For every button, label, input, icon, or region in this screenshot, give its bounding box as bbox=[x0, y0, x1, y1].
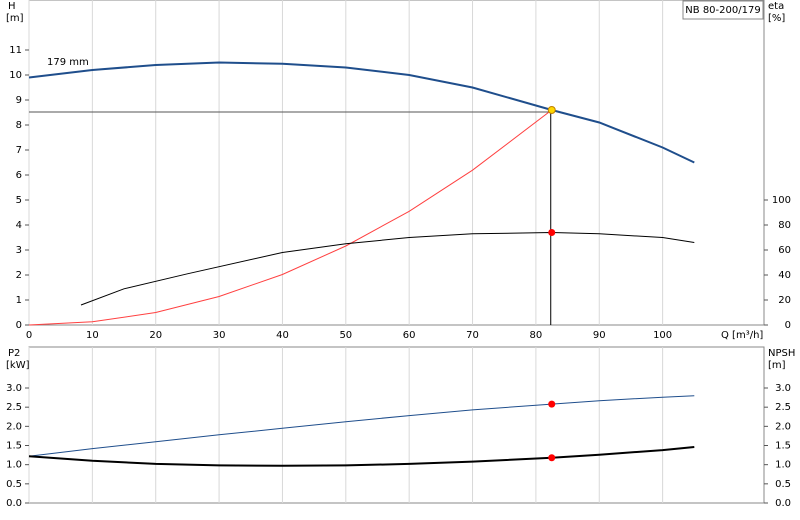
x-tick-label: 50 bbox=[339, 330, 352, 341]
x-tick-label: 100 bbox=[653, 330, 672, 341]
x-tick-label: 20 bbox=[149, 330, 162, 341]
y-tick-label: 3 bbox=[16, 245, 22, 256]
y2-tick-label: 2.0 bbox=[775, 421, 791, 432]
operating-point bbox=[548, 454, 556, 462]
y-tick-label: 10 bbox=[9, 70, 22, 81]
y2-tick-label: 3.0 bbox=[775, 383, 791, 394]
y2-axis-label: eta bbox=[768, 1, 784, 12]
x-axis-label: Q [m³/h] bbox=[721, 330, 763, 341]
x-tick-label: 30 bbox=[213, 330, 226, 341]
curve bbox=[80, 231, 695, 306]
y2-tick-label: 100 bbox=[772, 195, 791, 206]
y-tick-label: 0 bbox=[16, 320, 22, 331]
plot-frame bbox=[28, 0, 765, 326]
x-tick-label: 60 bbox=[403, 330, 416, 341]
y-tick-label: 9 bbox=[16, 95, 22, 106]
y-tick-label: 1.5 bbox=[6, 441, 22, 452]
y-axis-label: P2 bbox=[8, 348, 20, 359]
curve bbox=[28, 109, 553, 326]
y-tick-label: 7 bbox=[16, 145, 22, 156]
y2-axis-unit: [m] bbox=[768, 360, 786, 371]
y-tick-label: 2.5 bbox=[6, 402, 22, 413]
x-tick-label: 90 bbox=[593, 330, 606, 341]
x-tick-label: 80 bbox=[530, 330, 543, 341]
operating-point bbox=[548, 400, 556, 408]
y2-tick-label: 0.0 bbox=[775, 498, 791, 509]
y-tick-label: 5 bbox=[16, 195, 22, 206]
operating-point bbox=[547, 106, 556, 114]
y2-tick-label: 0.5 bbox=[775, 479, 791, 490]
y2-tick-label: 1.5 bbox=[775, 441, 791, 452]
y2-tick-label: 0 bbox=[785, 320, 791, 331]
y-tick-label: 8 bbox=[16, 120, 22, 131]
operating-point bbox=[548, 229, 556, 236]
y-axis-unit: [m] bbox=[6, 13, 24, 24]
y2-axis-unit: [%] bbox=[768, 13, 785, 24]
curve bbox=[28, 446, 695, 467]
y2-axis-label: NPSH bbox=[768, 348, 795, 359]
y-tick-label: 0.5 bbox=[6, 479, 22, 490]
x-tick-label: 0 bbox=[26, 330, 32, 341]
x-tick-label: 40 bbox=[276, 330, 289, 341]
label-box-text: NB 80-200/179 bbox=[685, 5, 760, 16]
label-box bbox=[682, 0, 764, 20]
y-tick-label: 1.0 bbox=[6, 460, 22, 471]
y2-tick-label: 60 bbox=[778, 245, 791, 256]
plot-frame bbox=[28, 346, 765, 504]
curve-annotation: 179 mm bbox=[47, 57, 89, 68]
y2-tick-label: 2.5 bbox=[775, 402, 791, 413]
y-tick-label: 6 bbox=[16, 170, 22, 181]
y2-tick-label: 40 bbox=[778, 270, 791, 281]
curve bbox=[28, 61, 695, 164]
x-tick-label: 10 bbox=[86, 330, 99, 341]
y-tick-label: 2 bbox=[16, 270, 22, 281]
y-axis-label: H bbox=[8, 1, 16, 12]
y-tick-label: 4 bbox=[16, 220, 22, 231]
curve bbox=[28, 395, 695, 457]
y-tick-label: 3.0 bbox=[6, 383, 22, 394]
y-tick-label: 2.0 bbox=[6, 421, 22, 432]
y-tick-label: 0.0 bbox=[6, 498, 22, 509]
y-axis-unit: [kW] bbox=[6, 360, 30, 371]
y-tick-label: 11 bbox=[9, 45, 22, 56]
y2-tick-label: 20 bbox=[778, 295, 791, 306]
x-tick-label: 70 bbox=[466, 330, 479, 341]
y2-tick-label: 1.0 bbox=[775, 460, 791, 471]
y2-tick-label: 80 bbox=[778, 220, 791, 231]
y-tick-label: 1 bbox=[16, 295, 22, 306]
